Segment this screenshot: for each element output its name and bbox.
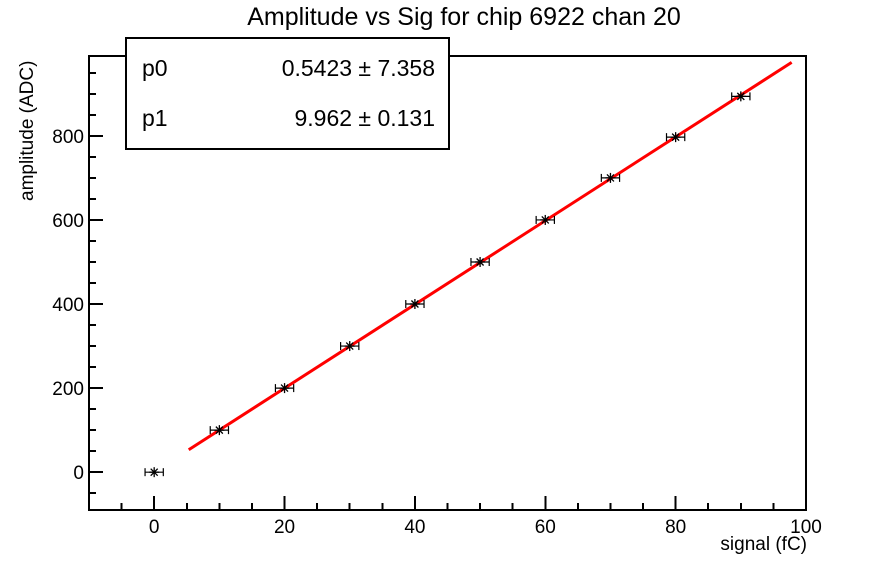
fit-line	[187, 61, 793, 452]
y-axis-title: amplitude (ADC)	[17, 60, 38, 201]
data-point-marker	[150, 468, 159, 477]
y-tick-label: 400	[52, 295, 84, 316]
y-tick-label: 800	[52, 127, 84, 148]
stats-param-name: p1	[142, 105, 168, 132]
stats-param-value: 9.962 ± 0.131	[294, 105, 435, 132]
fit-stats-box: p0 0.5423 ± 7.358 p1 9.962 ± 0.131	[125, 37, 450, 150]
stats-row-p0: p0 0.5423 ± 7.358	[127, 55, 448, 82]
x-tick-label: 0	[149, 517, 160, 538]
stats-param-value: 0.5423 ± 7.358	[281, 54, 435, 81]
x-axis-title: signal (fC)	[720, 534, 807, 555]
data-point-marker	[606, 173, 615, 182]
data-point-marker	[280, 384, 289, 393]
y-tick-label: 600	[52, 211, 84, 232]
stats-row-p1: p1 9.962 ± 0.131	[127, 105, 448, 132]
data-point-marker	[410, 300, 419, 308]
y-tick-label: 0	[73, 463, 84, 484]
data-point-marker	[215, 426, 224, 435]
stats-param-name: p0	[142, 54, 168, 81]
data-point-marker	[541, 215, 550, 224]
x-tick-label: 80	[665, 517, 686, 538]
x-tick-label: 40	[404, 517, 425, 538]
data-point-marker	[345, 342, 354, 351]
data-point-marker	[671, 133, 680, 142]
data-point-marker	[736, 92, 745, 101]
y-tick-label: 200	[52, 379, 84, 400]
x-tick-label: 60	[535, 517, 556, 538]
chart-title: Amplitude vs Sig for chip 6922 chan 20	[247, 3, 681, 31]
x-tick-label: 20	[274, 517, 295, 538]
x-tick-label: 100	[790, 517, 822, 538]
data-point-marker	[476, 258, 485, 266]
